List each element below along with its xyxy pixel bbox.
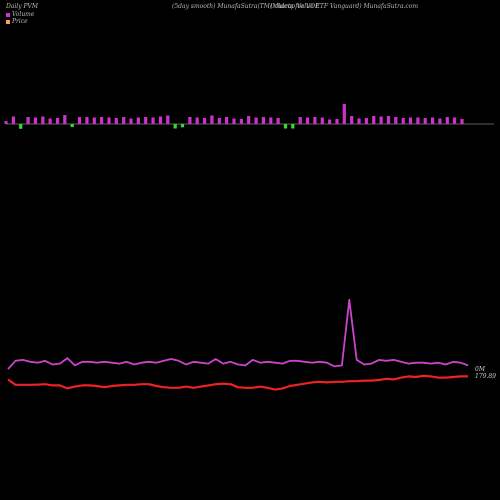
volume-bar bbox=[11, 116, 15, 124]
price-end-label: 179.89 bbox=[475, 373, 496, 380]
volume-bar bbox=[254, 117, 258, 124]
volume-bar bbox=[33, 117, 37, 124]
volume-bar bbox=[63, 115, 67, 124]
legend-price-swatch bbox=[6, 19, 10, 24]
volume-bar bbox=[225, 117, 229, 124]
volume-bar bbox=[357, 118, 361, 124]
volume-bar bbox=[129, 118, 133, 124]
legend-volume: Volume bbox=[6, 11, 34, 18]
price-line bbox=[7, 374, 468, 391]
volume-bar bbox=[173, 124, 177, 129]
volume-bar bbox=[19, 124, 23, 129]
volume-bar bbox=[313, 117, 317, 124]
volume-bar bbox=[350, 116, 354, 124]
volume-bar bbox=[269, 117, 273, 124]
volume-bar bbox=[364, 118, 368, 124]
volume-bar bbox=[203, 118, 207, 124]
volume-bar bbox=[210, 115, 214, 124]
volume-bar bbox=[379, 116, 383, 124]
volume-bar bbox=[276, 118, 280, 124]
volume-bar bbox=[26, 117, 30, 124]
volume-bar bbox=[386, 116, 391, 124]
volume-bar bbox=[261, 117, 265, 124]
volume-bar bbox=[342, 104, 346, 124]
volume-bar bbox=[180, 124, 185, 128]
volume-bar bbox=[416, 117, 420, 124]
volume-bar bbox=[114, 118, 118, 124]
volume-end-label: 0M bbox=[475, 366, 485, 373]
volume-bar bbox=[305, 117, 310, 124]
volume-bar bbox=[408, 117, 413, 124]
legend-volume-swatch bbox=[6, 12, 10, 17]
legend-volume-label: Volume bbox=[12, 11, 35, 18]
volume-bar bbox=[438, 118, 442, 124]
volume-bar bbox=[460, 119, 464, 124]
volume-bar bbox=[195, 117, 199, 124]
volume-bar bbox=[55, 118, 60, 124]
volume-bar bbox=[122, 117, 126, 124]
volume-bar bbox=[85, 117, 89, 124]
volume-bar bbox=[41, 116, 45, 124]
legend-price-label: Price bbox=[12, 18, 28, 25]
volume-bar bbox=[453, 117, 457, 124]
volume-bar bbox=[431, 117, 435, 124]
volume-bar bbox=[298, 117, 302, 124]
volume-bar bbox=[423, 118, 427, 124]
volume-bar bbox=[144, 117, 148, 124]
volume-bar bbox=[4, 121, 8, 124]
volume-bar bbox=[136, 117, 140, 124]
volume-bar bbox=[166, 115, 170, 124]
volume-bar bbox=[335, 119, 339, 124]
volume-bar bbox=[188, 117, 192, 124]
volume-line bbox=[7, 298, 469, 370]
volume-bar bbox=[100, 117, 104, 124]
volume-bar bbox=[291, 124, 295, 129]
volume-bar bbox=[217, 118, 221, 124]
volume-bar bbox=[239, 119, 243, 124]
volume-bar bbox=[372, 116, 376, 124]
header-source: (Midcap Value ETF Vanguard) MunafaSutra.… bbox=[270, 3, 419, 10]
volume-bar bbox=[320, 117, 324, 124]
volume-bar bbox=[92, 117, 96, 124]
volume-bar bbox=[247, 116, 251, 124]
volume-bar bbox=[151, 117, 155, 124]
volume-bar bbox=[328, 119, 332, 124]
volume-bar bbox=[70, 124, 74, 127]
volume-bar bbox=[445, 117, 449, 124]
volume-bar bbox=[401, 118, 405, 124]
volume-bar bbox=[394, 117, 398, 124]
volume-bar bbox=[77, 117, 82, 124]
header-title: Daily PVM bbox=[6, 3, 39, 10]
volume-bar bbox=[158, 116, 163, 124]
legend-price: Price bbox=[6, 18, 28, 25]
volume-bar bbox=[232, 118, 236, 124]
volume-bar bbox=[107, 117, 111, 124]
volume-bar bbox=[48, 118, 52, 124]
volume-bar bbox=[283, 124, 288, 129]
header-subtitle: (5day smooth) MunafaSutra(TM) charts for… bbox=[172, 3, 320, 10]
